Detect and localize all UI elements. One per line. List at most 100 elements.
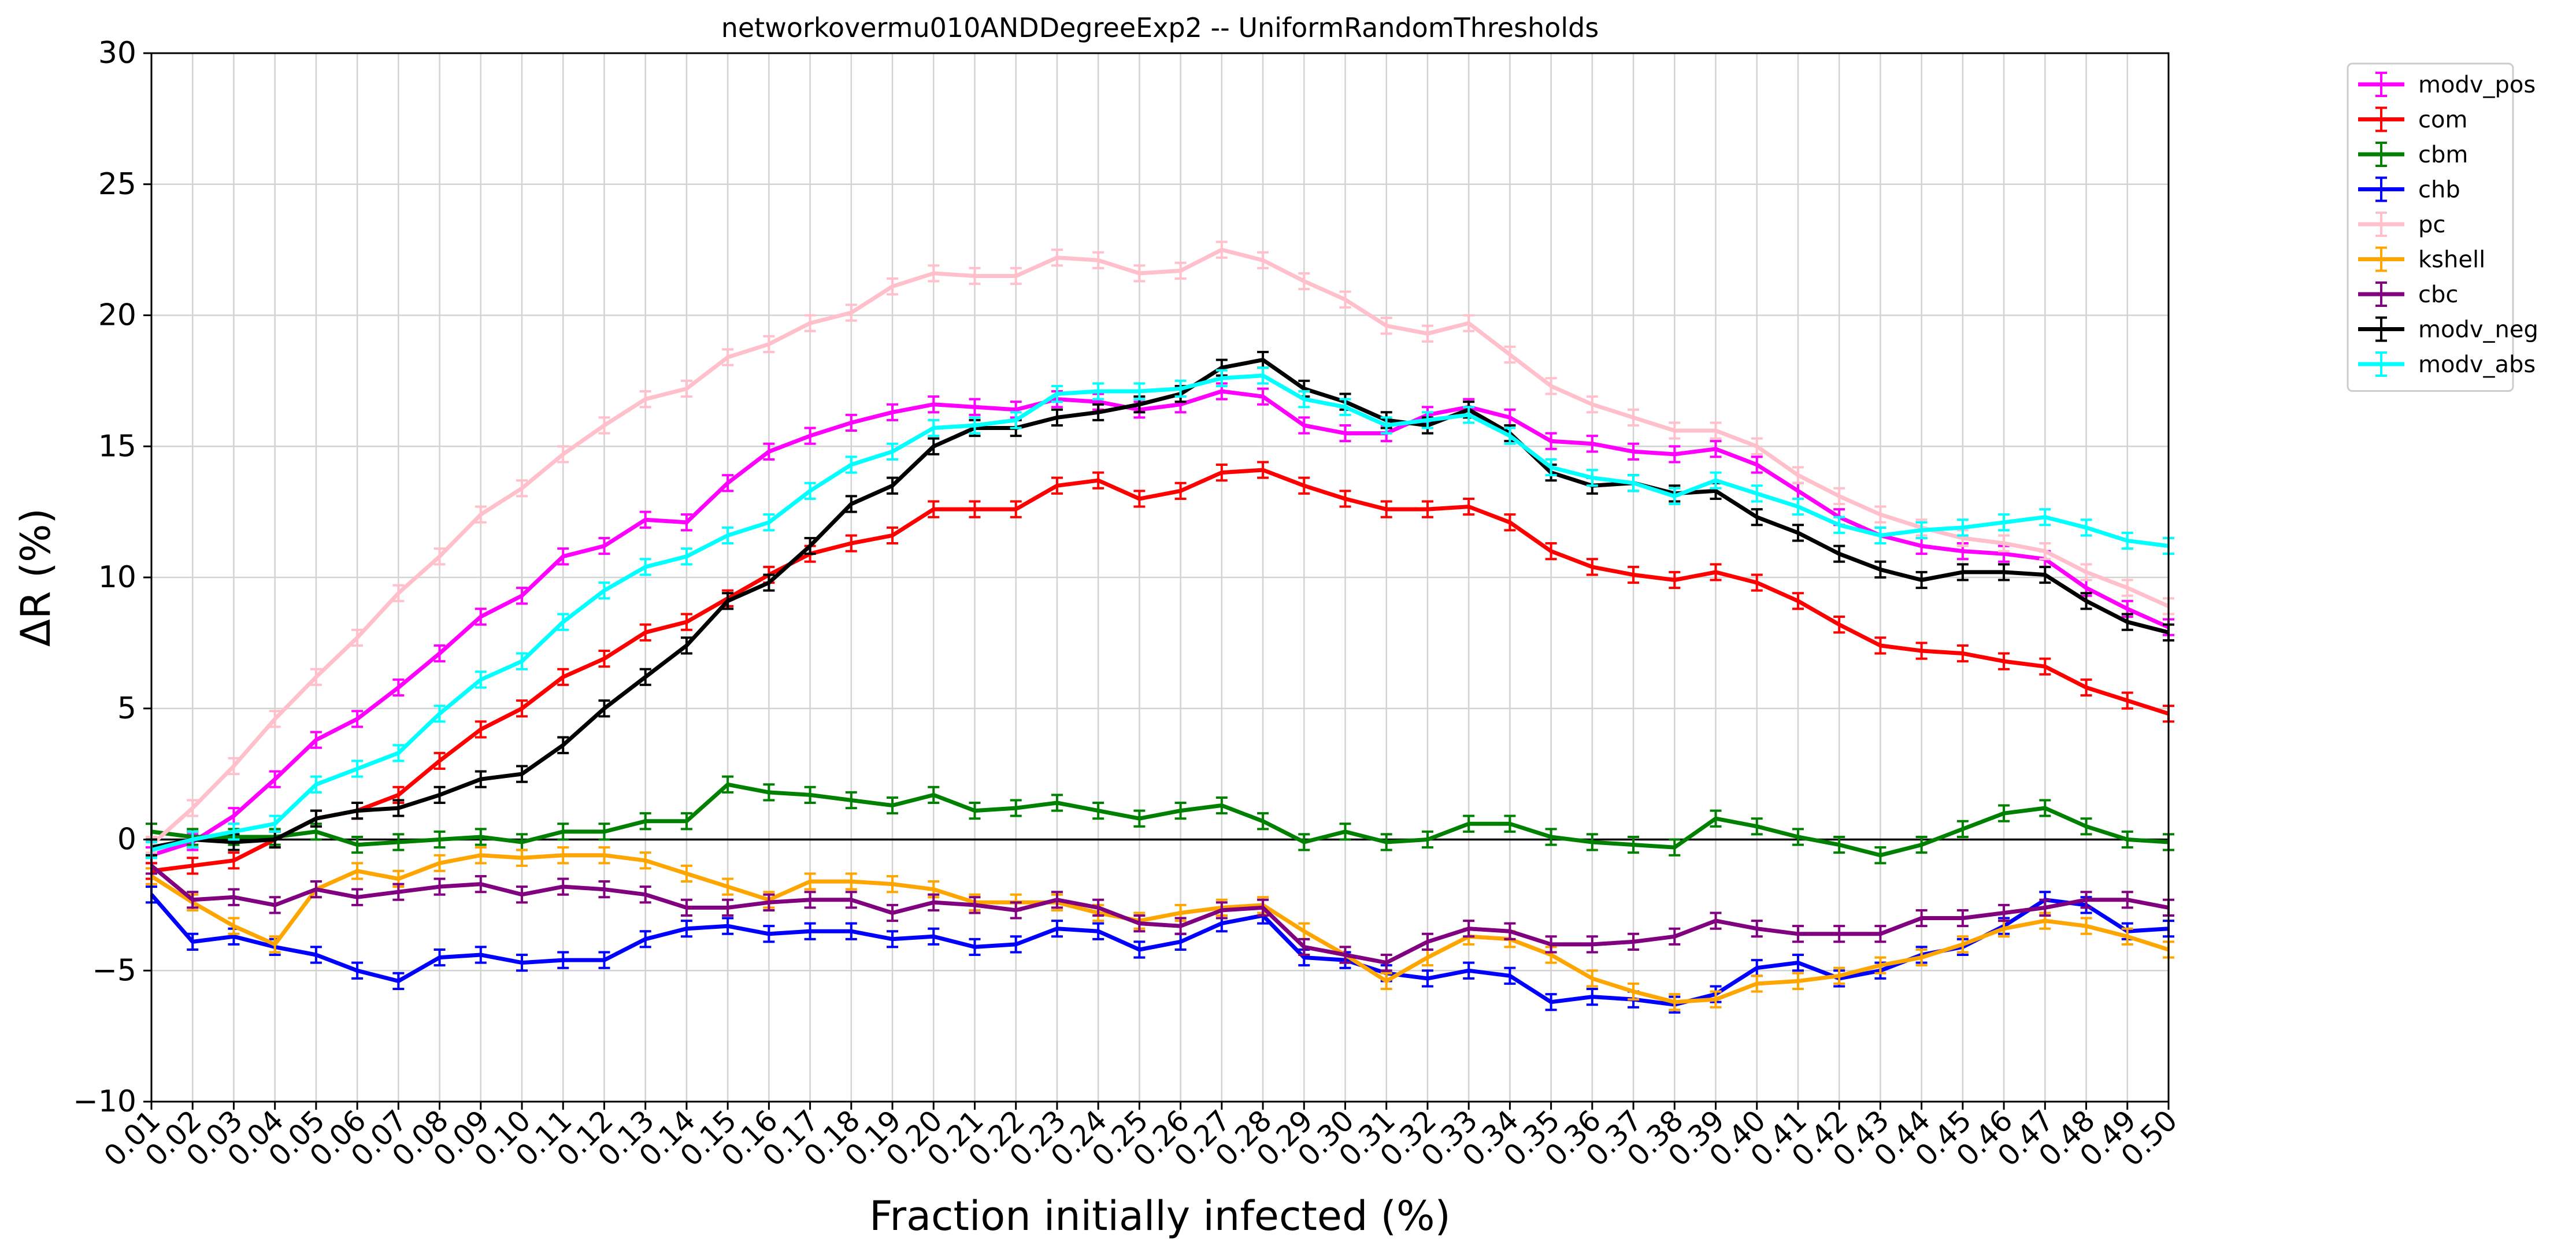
error-bar xyxy=(475,670,487,689)
error-bar xyxy=(969,398,981,416)
error-bar xyxy=(928,893,940,911)
error-bar xyxy=(1215,901,1228,920)
error-bar xyxy=(1504,427,1516,445)
error-bar xyxy=(1669,993,1681,1011)
error-bar xyxy=(887,796,899,815)
error-bar xyxy=(1010,500,1022,518)
error-bar xyxy=(2121,830,2133,849)
error-bar xyxy=(1915,835,1928,854)
error-bar xyxy=(1874,526,1886,545)
error-bar xyxy=(1257,898,1269,917)
error-bar xyxy=(1915,570,1928,590)
error-bar xyxy=(1421,932,1433,951)
error-bar xyxy=(1669,927,1681,946)
error-bar xyxy=(2039,657,2051,676)
legend-label: modv_abs xyxy=(2418,351,2536,378)
error-bar xyxy=(187,891,199,909)
error-bar xyxy=(722,474,734,492)
error-bar xyxy=(969,416,981,435)
error-bar xyxy=(763,925,775,943)
error-bar xyxy=(433,877,446,896)
error-bar xyxy=(1215,796,1228,815)
error-bar xyxy=(433,644,446,663)
error-bar xyxy=(1092,922,1104,940)
error-bar xyxy=(1956,820,1969,838)
error-bar xyxy=(187,799,199,817)
error-bar xyxy=(187,932,199,951)
error-bar xyxy=(1010,935,1022,954)
error-bar xyxy=(475,770,487,788)
error-bar xyxy=(928,785,940,805)
error-bar xyxy=(1751,484,1763,503)
error-bar xyxy=(887,476,899,495)
error-bar xyxy=(557,822,569,841)
error-bar xyxy=(598,699,610,718)
error-bar xyxy=(680,812,692,831)
error-bar xyxy=(1628,442,1640,461)
legend-item-kshell: kshell xyxy=(2358,246,2485,273)
error-bar xyxy=(2039,508,2051,527)
error-bar xyxy=(680,920,692,938)
chart-title: networkovermu010ANDDegreeExp2 -- Uniform… xyxy=(721,12,1599,43)
series-line-com xyxy=(151,468,2170,873)
error-bar xyxy=(887,526,899,545)
error-bar xyxy=(1380,317,1392,335)
error-bar xyxy=(351,888,364,906)
error-bar xyxy=(1215,463,1228,482)
error-bar xyxy=(1792,925,1804,943)
error-bar xyxy=(1751,817,1763,836)
error-bar xyxy=(1586,469,1598,487)
error-bar xyxy=(804,314,816,332)
error-bar xyxy=(722,348,734,366)
error-bar xyxy=(2080,563,2092,581)
error-bar xyxy=(598,416,610,435)
error-bar xyxy=(1504,814,1516,833)
error-bar xyxy=(1257,366,1269,385)
error-bar xyxy=(1874,560,1886,579)
error-bar xyxy=(392,833,405,851)
error-bar xyxy=(1257,251,1269,269)
error-bar xyxy=(433,751,446,770)
error-bar xyxy=(1463,961,1475,980)
error-bar xyxy=(845,872,857,891)
error-bar xyxy=(1710,471,1722,490)
error-bar xyxy=(392,883,405,901)
error-bar xyxy=(1669,570,1681,590)
error-bar xyxy=(1710,990,1722,1009)
series-line-cbc xyxy=(150,864,2169,965)
error-bar xyxy=(269,814,281,833)
error-bar xyxy=(1586,395,1598,414)
error-bar xyxy=(1586,558,1598,576)
error-bar xyxy=(516,885,528,904)
error-bar xyxy=(887,903,899,922)
error-bar xyxy=(969,896,981,914)
error-bar xyxy=(1586,935,1598,954)
error-bar xyxy=(269,770,281,788)
error-bar xyxy=(928,500,940,518)
error-bar xyxy=(1751,508,1763,527)
error-bar xyxy=(598,649,610,668)
error-bar xyxy=(887,874,899,894)
error-bar xyxy=(557,736,569,754)
error-bar xyxy=(269,896,281,914)
error-bar xyxy=(1545,993,1557,1011)
error-bar xyxy=(1051,920,1063,938)
error-bar xyxy=(516,587,528,605)
error-bar xyxy=(475,846,487,865)
error-bar xyxy=(2121,927,2133,946)
error-bar xyxy=(1298,390,1310,409)
error-bar xyxy=(680,613,692,631)
error-bar xyxy=(1133,940,1146,959)
error-bar xyxy=(269,710,281,728)
error-bar xyxy=(1051,891,1063,909)
error-bar xyxy=(845,791,857,810)
error-bar xyxy=(1421,411,1433,429)
error-bar xyxy=(557,547,569,566)
error-bar xyxy=(598,951,610,969)
error-bar xyxy=(887,403,899,421)
error-bar xyxy=(433,785,446,805)
error-bar xyxy=(1874,925,1886,943)
error-bar xyxy=(763,783,775,802)
error-bar xyxy=(1298,476,1310,495)
